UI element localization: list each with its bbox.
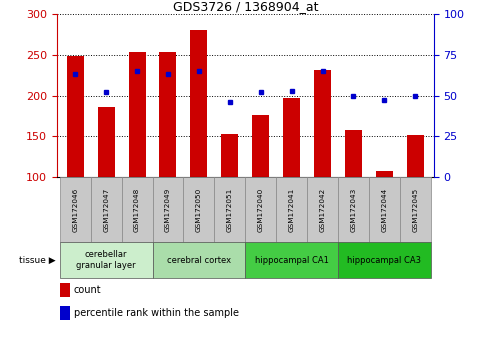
- Bar: [283, 98, 300, 177]
- Bar: [345, 130, 362, 177]
- FancyBboxPatch shape: [245, 177, 276, 242]
- FancyBboxPatch shape: [338, 177, 369, 242]
- Text: GSM172041: GSM172041: [288, 188, 295, 232]
- Text: tissue ▶: tissue ▶: [19, 256, 56, 265]
- Title: GDS3726 / 1368904_at: GDS3726 / 1368904_at: [173, 0, 318, 13]
- Bar: [61, 307, 70, 320]
- FancyBboxPatch shape: [276, 177, 307, 242]
- Text: cerebral cortex: cerebral cortex: [167, 256, 231, 265]
- FancyBboxPatch shape: [122, 177, 152, 242]
- FancyBboxPatch shape: [60, 242, 152, 278]
- FancyBboxPatch shape: [183, 177, 214, 242]
- FancyBboxPatch shape: [245, 242, 338, 278]
- Bar: [252, 115, 269, 177]
- Text: GSM172046: GSM172046: [72, 188, 78, 232]
- Text: hippocampal CA3: hippocampal CA3: [348, 256, 422, 265]
- Text: GSM172048: GSM172048: [134, 188, 140, 232]
- Bar: [67, 57, 84, 177]
- Bar: [129, 52, 145, 177]
- Text: GSM172043: GSM172043: [351, 188, 356, 232]
- Bar: [376, 171, 393, 177]
- Bar: [221, 134, 238, 177]
- Text: hippocampal CA1: hippocampal CA1: [255, 256, 328, 265]
- Bar: [407, 135, 424, 177]
- Text: GSM172044: GSM172044: [382, 188, 387, 232]
- Text: GSM172042: GSM172042: [319, 188, 325, 232]
- FancyBboxPatch shape: [338, 242, 431, 278]
- FancyBboxPatch shape: [369, 177, 400, 242]
- Text: cerebellar
granular layer: cerebellar granular layer: [76, 251, 136, 270]
- Text: percentile rank within the sample: percentile rank within the sample: [73, 308, 239, 318]
- Text: GSM172051: GSM172051: [227, 188, 233, 232]
- FancyBboxPatch shape: [400, 177, 431, 242]
- FancyBboxPatch shape: [60, 177, 91, 242]
- Bar: [98, 107, 115, 177]
- Text: count: count: [73, 285, 101, 295]
- FancyBboxPatch shape: [152, 242, 245, 278]
- Text: GSM172047: GSM172047: [103, 188, 109, 232]
- FancyBboxPatch shape: [214, 177, 245, 242]
- Bar: [314, 70, 331, 177]
- Bar: [61, 284, 70, 297]
- FancyBboxPatch shape: [91, 177, 122, 242]
- Text: GSM172045: GSM172045: [412, 188, 418, 232]
- Text: GSM172050: GSM172050: [196, 188, 202, 232]
- Bar: [190, 30, 208, 177]
- Text: GSM172040: GSM172040: [258, 188, 264, 232]
- FancyBboxPatch shape: [307, 177, 338, 242]
- Bar: [159, 52, 176, 177]
- FancyBboxPatch shape: [152, 177, 183, 242]
- Text: GSM172049: GSM172049: [165, 188, 171, 232]
